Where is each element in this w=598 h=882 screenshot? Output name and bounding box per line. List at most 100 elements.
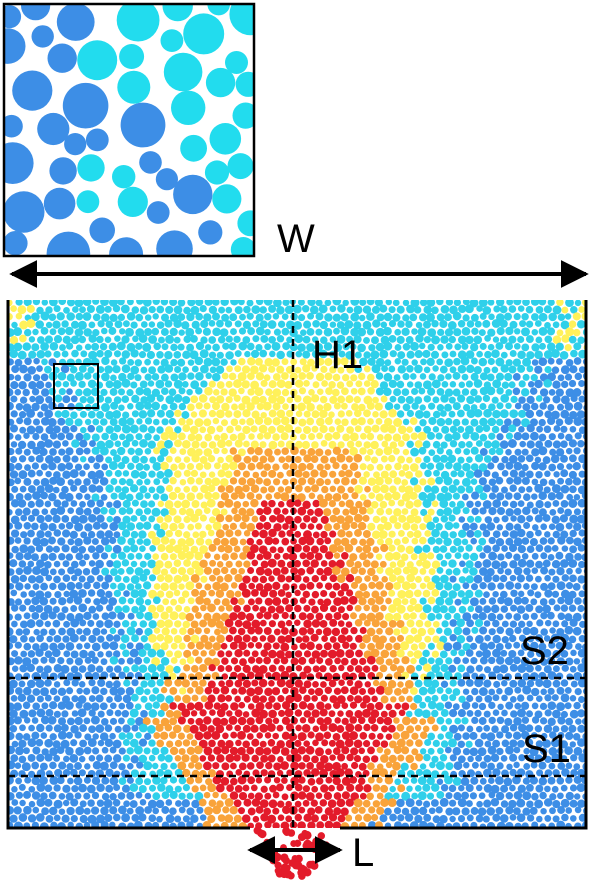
grain: [178, 387, 186, 395]
grain: [19, 485, 27, 493]
grain: [174, 409, 182, 418]
grain: [196, 492, 204, 500]
grain: [577, 544, 586, 552]
grain: [456, 500, 465, 509]
grain: [505, 537, 514, 546]
grain: [152, 792, 161, 801]
grain: [372, 784, 381, 792]
grain: [564, 625, 574, 635]
grain: [118, 477, 127, 486]
grain: [174, 470, 182, 478]
grain: [311, 425, 319, 433]
grain: [295, 350, 303, 358]
grain: [41, 702, 49, 710]
grain: [409, 821, 419, 828]
grain: [389, 441, 398, 449]
grain: [147, 425, 156, 434]
grain: [337, 529, 346, 538]
grain: [212, 567, 221, 576]
grain: [552, 305, 562, 315]
grain: [267, 814, 277, 824]
grain: [578, 306, 586, 313]
grain: [273, 628, 281, 636]
grain: [302, 335, 311, 344]
grain: [259, 320, 268, 329]
grain: [501, 470, 509, 477]
grain: [504, 642, 512, 650]
grain: [297, 567, 306, 576]
grain: [70, 560, 79, 569]
grain: [299, 552, 307, 560]
grain: [169, 402, 178, 411]
grain: [336, 321, 345, 329]
grain: [358, 476, 368, 485]
grain: [505, 402, 512, 410]
grain: [31, 657, 39, 665]
grain: [424, 738, 432, 747]
grain: [505, 326, 514, 336]
grain: [228, 388, 237, 397]
grain: [104, 396, 112, 404]
grain: [110, 492, 118, 500]
grain: [117, 567, 125, 575]
grain: [435, 613, 443, 620]
grain: [443, 507, 453, 517]
grain: [536, 619, 544, 627]
grain: [41, 388, 50, 397]
grain: [242, 664, 251, 674]
grain: [118, 521, 127, 531]
grain: [496, 506, 506, 516]
grain: [573, 447, 581, 455]
grain: [315, 372, 325, 382]
grain: [246, 402, 255, 411]
grain: [139, 573, 148, 582]
grain: [354, 351, 362, 359]
grain: [148, 305, 156, 314]
grain: [534, 456, 542, 464]
grain: [31, 462, 40, 470]
grain: [212, 805, 222, 815]
grain: [363, 351, 371, 359]
grain: [354, 529, 362, 537]
grain: [83, 807, 91, 815]
grain: [411, 792, 419, 800]
grain: [265, 388, 273, 396]
grain: [79, 724, 88, 733]
grain: [539, 388, 549, 397]
grain: [13, 702, 22, 711]
grain: [66, 388, 73, 395]
grain: [265, 717, 273, 725]
falling-grain: [317, 832, 326, 840]
grain: [178, 583, 185, 590]
grain: [472, 613, 479, 620]
grain: [422, 544, 431, 553]
grain: [394, 344, 402, 351]
grain: [540, 552, 548, 560]
grain: [418, 686, 428, 696]
grain: [345, 709, 354, 718]
grain: [401, 581, 411, 591]
grain: [372, 515, 381, 524]
grain: [496, 402, 504, 410]
grain: [170, 343, 178, 352]
grain: [61, 320, 69, 328]
grain: [390, 696, 397, 703]
grain: [367, 597, 376, 606]
grain: [23, 522, 32, 530]
grain: [517, 649, 525, 657]
grain: [552, 335, 562, 345]
grain: [555, 641, 564, 650]
grain: [419, 718, 427, 726]
grain: [153, 732, 161, 740]
grain: [312, 665, 320, 673]
grain: [307, 716, 316, 724]
grain: [449, 679, 457, 687]
grain: [359, 792, 367, 800]
grain: [168, 731, 177, 739]
grain: [294, 530, 302, 538]
grain: [577, 439, 585, 448]
grain: [91, 642, 101, 652]
grain: [340, 582, 350, 592]
grain: [311, 365, 318, 372]
grain: [100, 327, 108, 335]
